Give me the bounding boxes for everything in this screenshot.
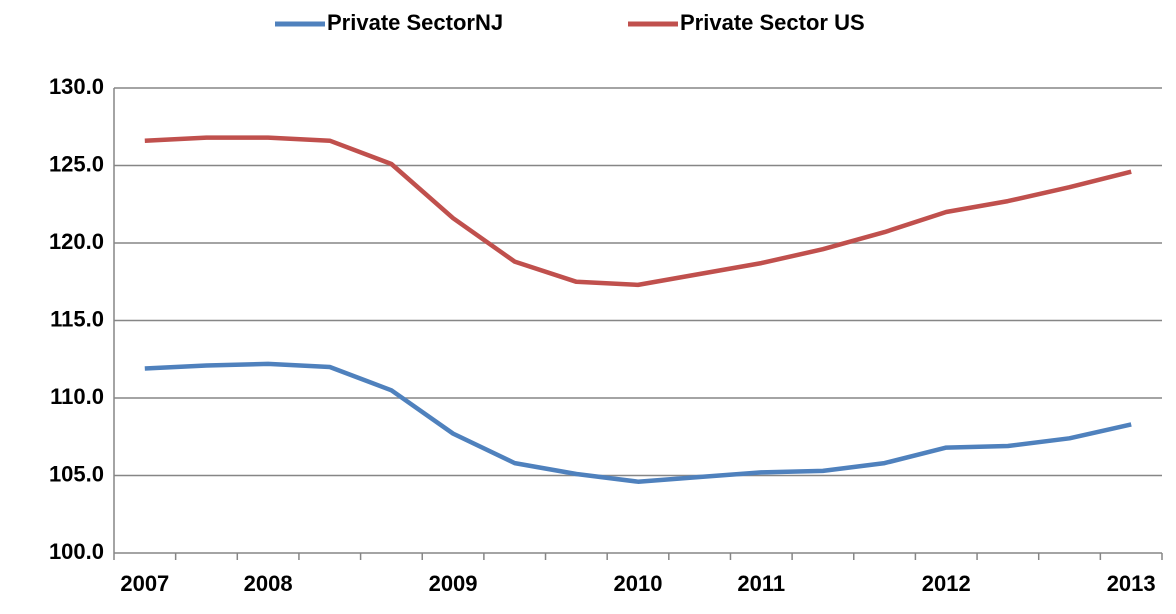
y-tick-label: 100.0: [49, 539, 104, 564]
y-tick-label: 105.0: [49, 461, 104, 486]
x-tick-label: 2008: [244, 571, 293, 596]
x-tick-label: 2010: [614, 571, 663, 596]
y-tick-label: 110.0: [50, 384, 104, 409]
series-line: [144, 361, 1132, 484]
y-tick-label: 115.0: [50, 306, 104, 331]
legend-label: Private SectorNJ: [327, 10, 503, 35]
series-line: [144, 135, 1132, 288]
x-tick-label: 2013: [1107, 571, 1156, 596]
x-tick-label: 2007: [120, 571, 169, 596]
y-tick-label: 125.0: [49, 151, 104, 176]
x-tick-label: 2012: [922, 571, 971, 596]
x-tick-label: 2011: [737, 571, 785, 596]
x-tick-label: 2009: [429, 571, 478, 596]
y-tick-label: 130.0: [49, 74, 104, 99]
y-tick-label: 120.0: [49, 229, 104, 254]
legend-label: Private Sector US: [680, 10, 865, 35]
